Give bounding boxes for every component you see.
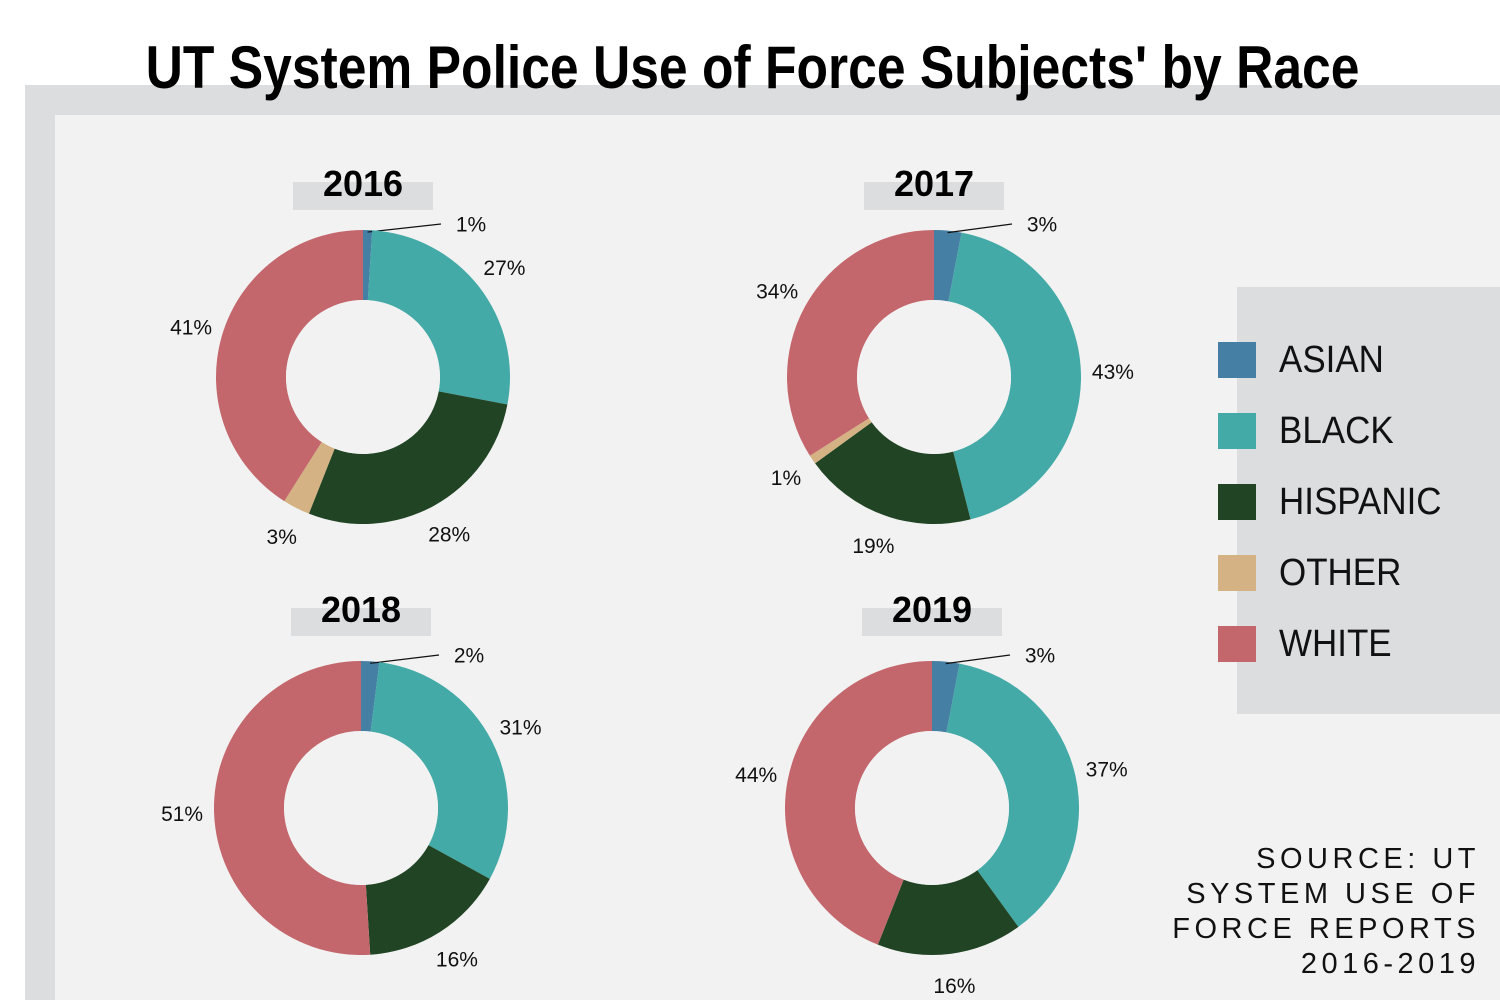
slice-label-other: 3% (267, 526, 297, 549)
year-header-bg (293, 182, 433, 210)
slice-label-black: 43% (1092, 361, 1134, 384)
donut-slice-other (809, 418, 872, 464)
legend-label: OTHER (1279, 552, 1402, 594)
legend-swatch (1218, 484, 1256, 520)
leader-line (947, 223, 1013, 234)
year-header: 2019 (892, 589, 972, 630)
source-line: FORCE REPORTS (1172, 913, 1480, 945)
legend-swatch (1218, 555, 1256, 591)
page-title: UT System Police Use of Force Subjects' … (145, 34, 1360, 101)
slice-label-white: 34% (756, 280, 798, 303)
donut-hole (855, 731, 1009, 885)
source-note: SOURCE: UT SYSTEM USE OF FORCE REPORTS 2… (1160, 842, 1480, 982)
slice-label-other: 1% (771, 467, 801, 490)
year-header: 2018 (321, 589, 401, 630)
source-line: 2016-2019 (1300, 948, 1480, 980)
year-header-bg (291, 608, 431, 636)
donut-hole (857, 300, 1011, 454)
source-line: SOURCE: UT (1256, 843, 1480, 875)
slice-label-asian: 2% (454, 645, 484, 668)
slice-label-asian: 1% (456, 214, 486, 237)
slice-label-white: 41% (170, 317, 212, 340)
donut-slice-black (948, 232, 1081, 520)
legend-label: WHITE (1279, 623, 1392, 665)
donut-slice-hispanic (365, 845, 490, 955)
donut-chart-2019: 2019 3% 37% 16% 44% (735, 589, 1128, 998)
slice-label-white: 51% (161, 803, 203, 826)
slice-label-hispanic: 16% (436, 949, 478, 972)
donut-slice-asian (363, 230, 373, 301)
donut-slice-white (787, 230, 934, 456)
year-header-bg (864, 182, 1004, 210)
donut-chart-2017: 2017 3% 43% 19% 1% 34% (756, 163, 1134, 558)
slice-label-black: 37% (1086, 758, 1128, 781)
frame-left-bar (25, 85, 55, 1000)
legend-swatch (1218, 626, 1256, 662)
slice-label-asian: 3% (1025, 645, 1055, 668)
donut-slice-other (284, 442, 335, 514)
donut-slice-white (213, 661, 371, 956)
slice-label-hispanic: 28% (428, 523, 470, 546)
slice-label-hispanic: 19% (852, 535, 894, 558)
year-header: 2017 (894, 163, 974, 204)
donut-slice-white (216, 230, 363, 502)
frame-top-bar (25, 85, 1500, 115)
donut-chart-2016: 2016 1% 27% 28% 3% 41% (170, 163, 525, 549)
legend: ASIAN BLACK HISPANIC OTHER WHITE (1218, 287, 1500, 714)
donut-slice-asian (934, 230, 962, 302)
source-line: SYSTEM USE OF (1186, 878, 1480, 910)
donut-slice-hispanic (308, 391, 508, 524)
legend-label: BLACK (1279, 410, 1394, 452)
donut-slice-hispanic (877, 870, 1019, 956)
donut-chart-2018: 2018 2% 31% 16% 51% (161, 589, 541, 972)
donut-slice-asian (361, 661, 380, 732)
legend-label: HISPANIC (1279, 481, 1442, 523)
slice-label-black: 27% (483, 257, 525, 280)
slice-label-black: 31% (499, 716, 541, 739)
legend-swatch (1218, 342, 1256, 378)
donut-slice-black (370, 662, 509, 879)
donut-slice-hispanic (815, 422, 971, 524)
donut-hole (284, 731, 438, 885)
slice-label-white: 44% (735, 764, 777, 787)
year-header: 2016 (323, 163, 403, 204)
legend-swatch (1218, 413, 1256, 449)
donut-hole (286, 300, 440, 454)
slice-label-hispanic: 16% (933, 975, 975, 998)
donut-slice-black (946, 663, 1080, 927)
leader-line (367, 223, 442, 233)
donut-slice-black (367, 230, 510, 405)
donut-slice-white (785, 661, 932, 945)
legend-label: ASIAN (1279, 339, 1384, 381)
donut-slice-asian (932, 661, 960, 733)
leader-line (945, 654, 1011, 665)
leader-line (370, 654, 440, 664)
slice-label-asian: 3% (1027, 214, 1057, 237)
year-header-bg (862, 608, 1002, 636)
